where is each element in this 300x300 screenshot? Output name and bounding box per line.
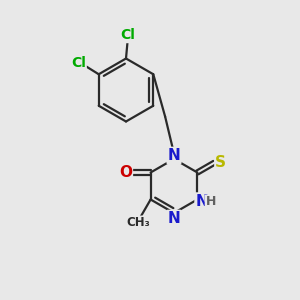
Text: H: H: [206, 195, 216, 208]
Text: N: N: [168, 148, 180, 163]
Text: N: N: [168, 211, 180, 226]
Text: Cl: Cl: [71, 56, 86, 70]
Text: Cl: Cl: [120, 28, 135, 42]
Text: O: O: [119, 165, 132, 180]
Text: N: N: [196, 194, 208, 208]
Text: CH₃: CH₃: [126, 217, 150, 230]
Text: S: S: [215, 155, 226, 170]
